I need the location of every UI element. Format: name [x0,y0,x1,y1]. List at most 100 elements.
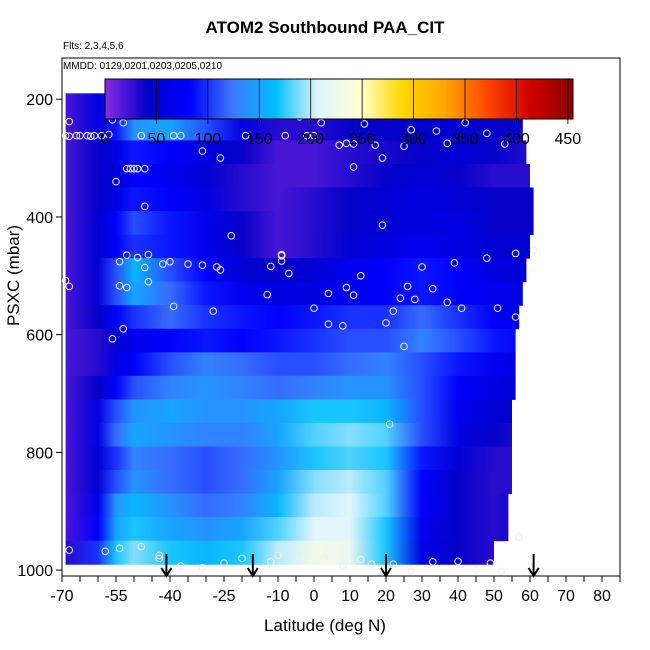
y-axis-label: PSXC (mbar) [4,224,23,326]
observation-point [115,257,124,266]
observation-point [407,126,416,134]
observation-point [382,319,390,327]
observation-point [342,283,351,292]
observation-point [400,342,408,351]
colorbar-tick-label: 0 [101,131,110,148]
observation-point [76,131,84,140]
observation-point [267,262,275,271]
observation-point [274,551,282,560]
observation-point [418,263,426,271]
heatmap-band [65,281,523,306]
x-tick-label: -25 [212,588,235,605]
x-tick-label: -70 [50,588,73,605]
colorbar-tick-label: 400 [503,131,530,148]
observation-point [144,277,153,286]
observation-point [101,547,109,556]
observation-point [357,555,365,564]
colorbar-tick-label: 100 [195,131,222,148]
flight-arrow-head [160,567,173,578]
observation-point [184,260,192,268]
y-tick-label: 600 [26,328,53,345]
observation-point [303,131,311,140]
observation-point [198,147,207,155]
x-tick-label: 80 [593,588,611,605]
observation-point [450,259,459,267]
observation-point [177,562,185,570]
heatmap-band [65,305,520,330]
observation-point [324,289,333,298]
observation-point [227,231,235,240]
observation-point [324,320,333,328]
heatmap-band [65,446,512,471]
observation-point [97,131,106,140]
observation-point [155,554,163,563]
y-tick-label: 1000 [17,563,53,580]
flight-arrow-head [527,567,540,578]
observation-point [349,140,358,148]
observation-point [407,567,416,576]
x-tick-label: -10 [266,588,289,605]
observation-point [277,250,286,259]
observation-point [429,558,437,566]
observation-point [321,554,329,563]
heatmap-band [65,140,527,165]
observation-point [72,131,81,140]
x-tick-label: 70 [557,588,575,605]
observation-point [123,164,131,173]
observation-point [137,131,145,140]
observation-point [65,132,73,141]
observation-point [483,254,491,262]
heatmap-band [65,328,516,353]
observation-point [339,322,347,330]
observation-point [432,127,441,135]
observation-point [497,567,506,576]
heatmap-band [65,422,512,447]
flights-note: Flts: 2,3,4,5,6 [63,41,124,52]
observation-point [349,291,358,300]
observation-point [216,154,225,162]
observation-point [357,271,365,280]
colorbar-tick-label: 200 [297,131,324,148]
x-tick-label: 60 [521,588,539,605]
observation-point [454,557,462,566]
observation-point [501,140,509,148]
x-tick-label: 20 [377,588,395,605]
observation-point [112,177,120,186]
observation-point [133,253,142,262]
observation-point [285,269,293,278]
observation-point [61,131,70,140]
heatmap-band [65,352,516,377]
colorbar-tick-label: 250 [349,131,376,148]
observation-point [371,141,380,149]
observation-point [137,542,145,551]
observation-point [119,324,127,333]
x-tick-label: 0 [310,588,319,605]
x-tick-label: -55 [104,588,127,605]
observation-point [115,282,124,290]
colorbar [104,78,574,120]
observation-point [515,533,524,541]
observation-point [123,251,131,259]
observation-point [443,139,452,148]
observation-point [295,555,304,564]
observation-point [529,246,538,254]
observation-point [141,164,149,173]
observation-point [126,164,135,173]
observation-point [108,334,117,343]
observation-point [61,276,70,285]
observation-point [429,284,437,293]
observation-point [411,295,419,304]
colorbar-tick-label: 150 [246,131,273,148]
observation-point [483,129,491,138]
observation-point [443,298,452,307]
observation-point [169,131,178,140]
observation-point [65,282,73,291]
y-tick-label: 400 [26,210,53,227]
observation-point [493,304,502,312]
observation-point [396,294,405,302]
flight-arrow-head [380,567,392,578]
observation-point [511,313,520,321]
colorbar-tick-label: 50 [148,131,166,148]
observation-point [339,561,347,570]
observation-point [367,560,376,569]
